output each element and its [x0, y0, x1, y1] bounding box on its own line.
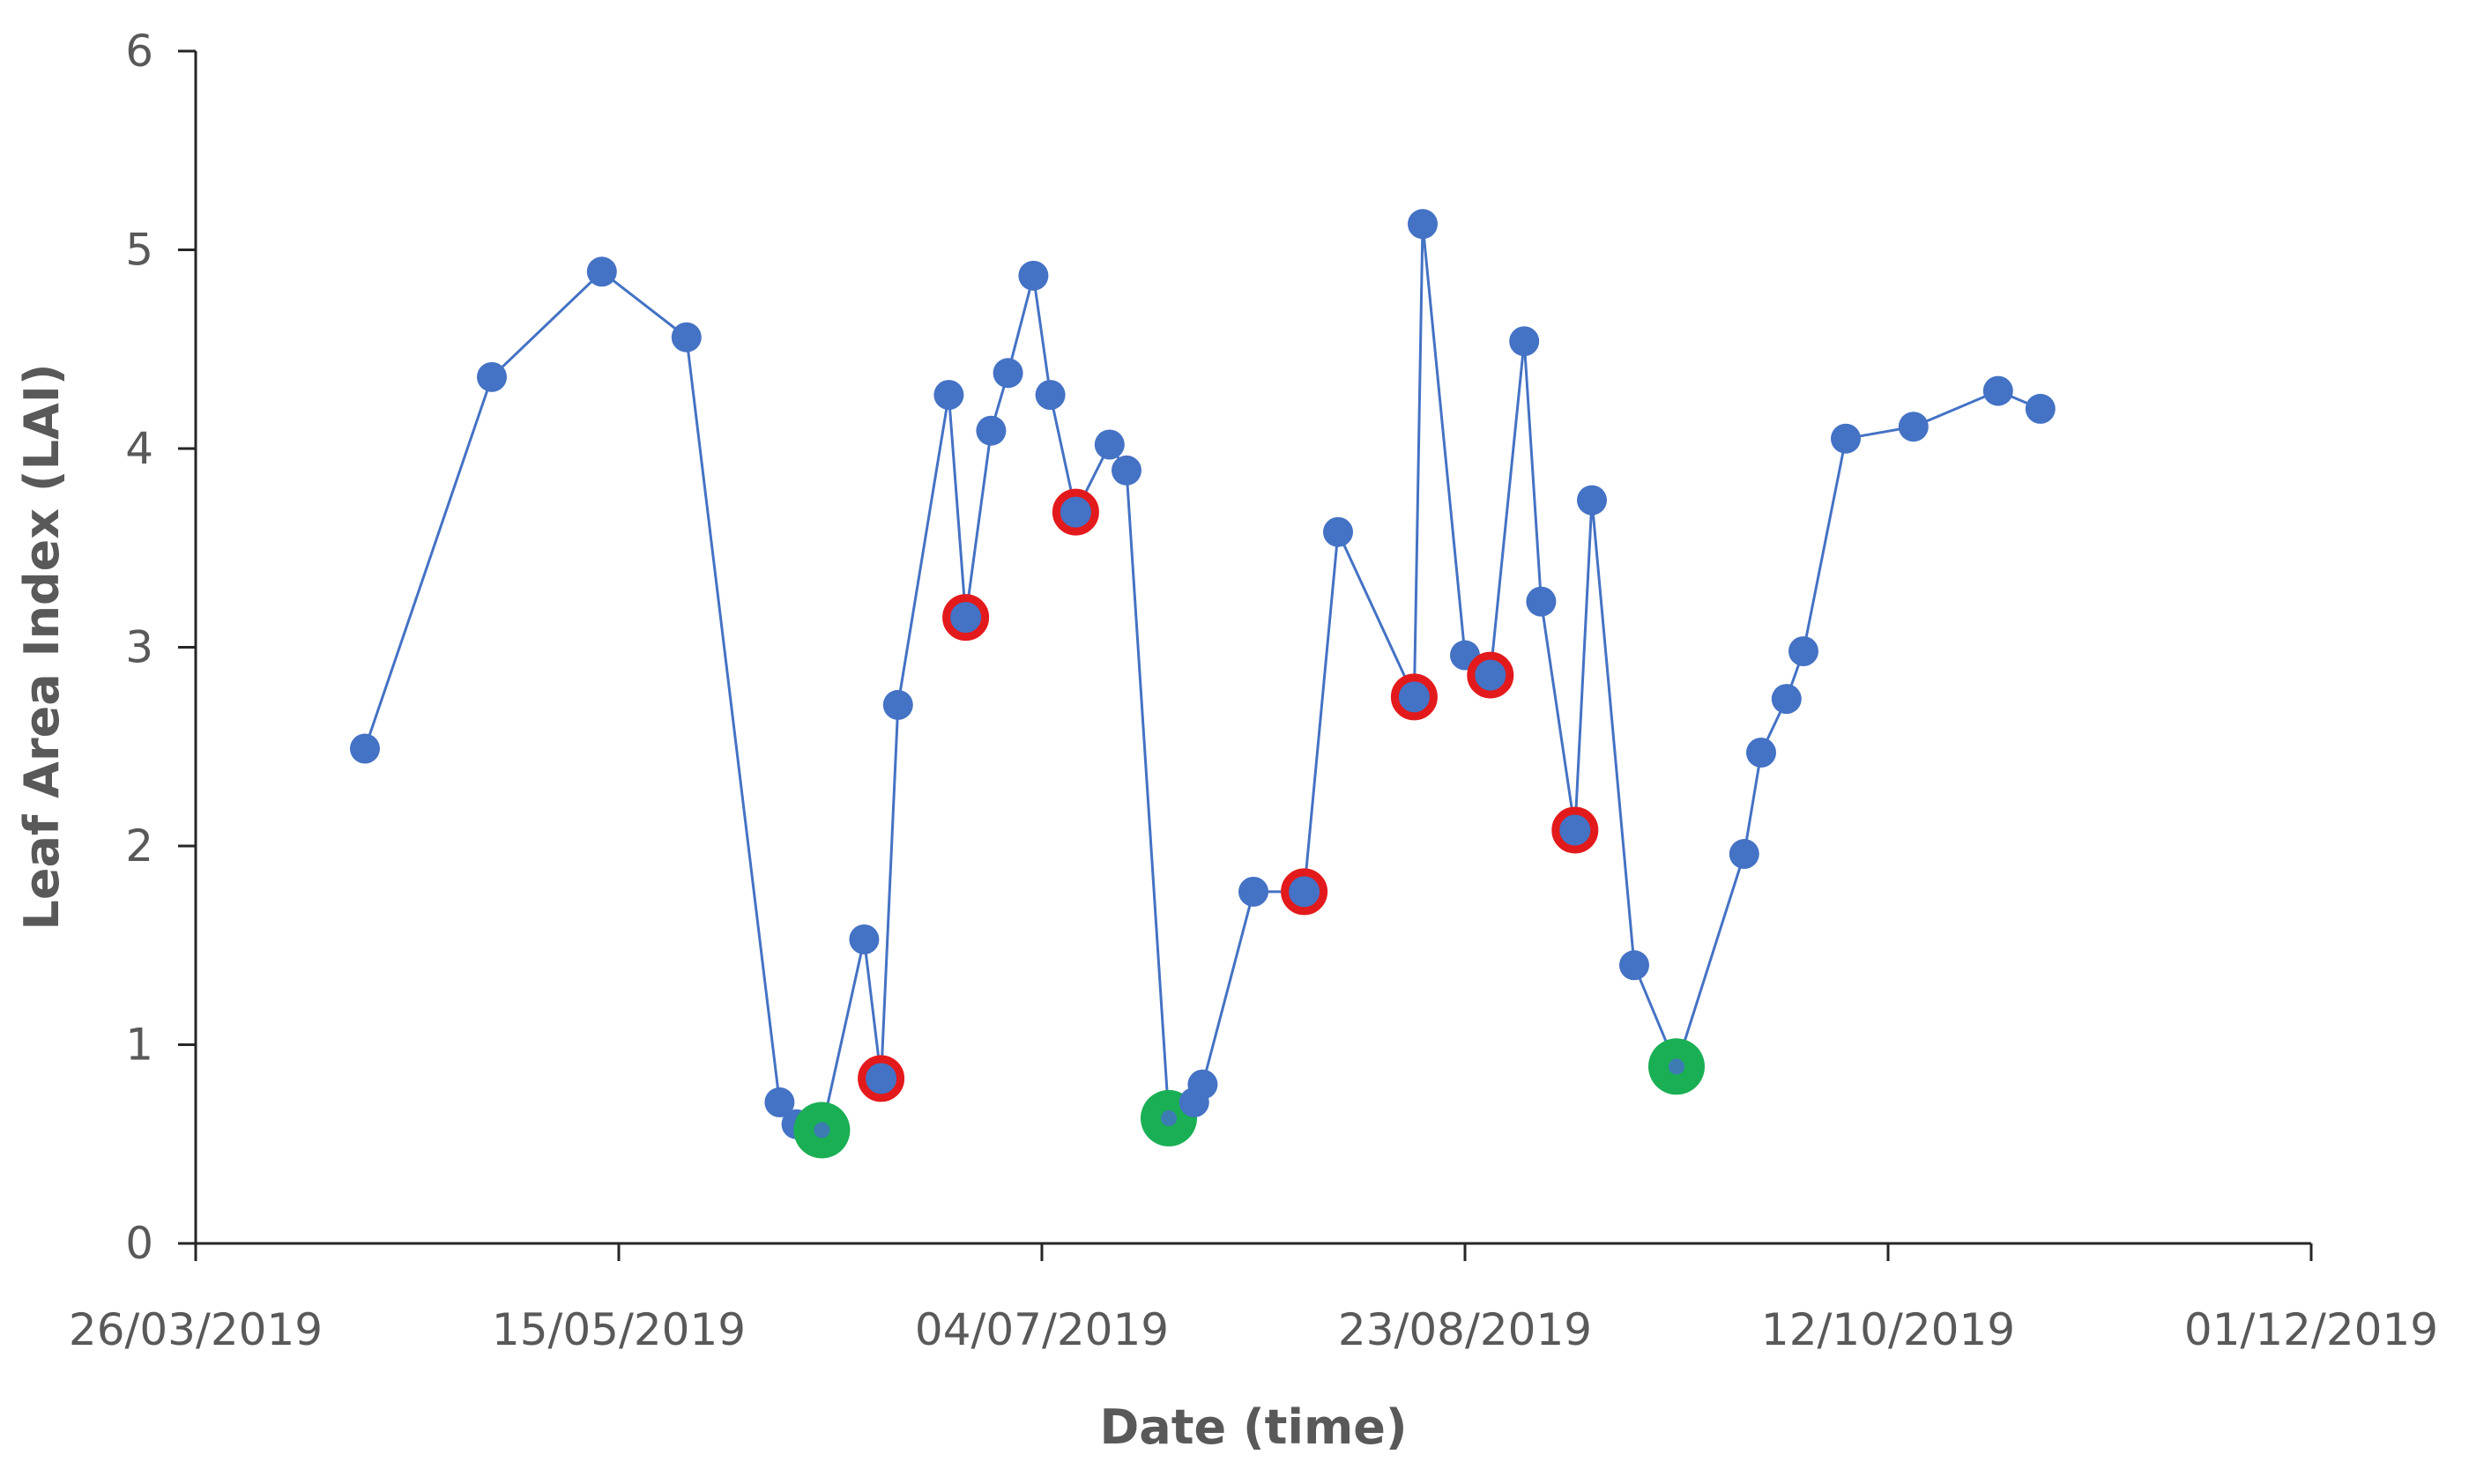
data-point — [976, 415, 1007, 446]
data-point — [2025, 393, 2056, 424]
data-point — [1788, 636, 1818, 667]
y-tick-label: 5 — [125, 225, 153, 276]
series-points-layer — [350, 209, 2056, 1159]
data-point — [671, 322, 702, 352]
series-line-layer — [363, 222, 2041, 1132]
red-highlight-point — [1551, 806, 1599, 854]
data-point-core — [1669, 1058, 1684, 1075]
data-point-core — [1161, 1109, 1177, 1126]
data-point — [1577, 485, 1607, 516]
data-point — [1408, 209, 1438, 240]
data-point — [1771, 684, 1802, 715]
data-point — [882, 689, 913, 720]
series-line — [363, 222, 2041, 1132]
x-tick-label: 01/12/2019 — [2184, 1304, 2438, 1355]
red-highlight-point — [1467, 651, 1514, 699]
data-point — [350, 733, 380, 764]
y-tick-label: 2 — [125, 820, 153, 872]
data-point — [1018, 260, 1049, 291]
x-ticks: 26/03/2019 15/05/2019 04/07/2019 23/08/2019… — [69, 1243, 2438, 1355]
y-tick-label: 6 — [125, 26, 153, 77]
data-point — [1035, 380, 1066, 411]
data-point — [1323, 516, 1353, 547]
data-point — [933, 380, 964, 411]
y-ticks: 0 1 2 3 4 5 6 — [125, 26, 196, 1269]
data-point — [1112, 455, 1141, 486]
red-highlight-point — [858, 1055, 905, 1102]
data-point — [1526, 586, 1557, 617]
y-tick-label: 0 — [125, 1218, 153, 1269]
y-tick-label: 3 — [125, 622, 153, 673]
axes — [194, 51, 2311, 1245]
y-axis-title: Leaf Area Index (LAI) — [14, 363, 70, 930]
data-point — [1619, 950, 1649, 981]
x-tick-label: 12/10/2019 — [1761, 1304, 2015, 1355]
x-tick-label: 04/07/2019 — [915, 1304, 1169, 1355]
data-point — [849, 924, 880, 954]
y-tick-label: 1 — [125, 1020, 153, 1071]
data-point — [1238, 876, 1268, 907]
data-point-core — [814, 1122, 830, 1139]
data-point — [993, 358, 1023, 389]
data-point — [1729, 839, 1759, 870]
x-tick-label: 15/05/2019 — [492, 1304, 746, 1355]
data-point — [586, 256, 617, 287]
red-highlight-point — [1052, 488, 1099, 536]
data-point — [764, 1087, 795, 1117]
data-point — [1746, 738, 1776, 768]
x-tick-label: 23/08/2019 — [1338, 1304, 1592, 1355]
data-point — [1509, 326, 1540, 357]
y-tick-label: 4 — [125, 423, 153, 474]
data-point — [1982, 375, 2013, 406]
data-point — [1187, 1069, 1218, 1100]
data-point — [477, 361, 507, 392]
data-point — [1898, 412, 1929, 442]
x-tick-label: 26/03/2019 — [69, 1304, 323, 1355]
x-axis-title: Date (time) — [1099, 1399, 1407, 1455]
red-highlight-point — [942, 594, 990, 642]
data-point — [1094, 429, 1125, 460]
red-highlight-point — [1281, 868, 1328, 916]
data-point — [1831, 423, 1861, 454]
red-highlight-point — [1390, 673, 1438, 721]
